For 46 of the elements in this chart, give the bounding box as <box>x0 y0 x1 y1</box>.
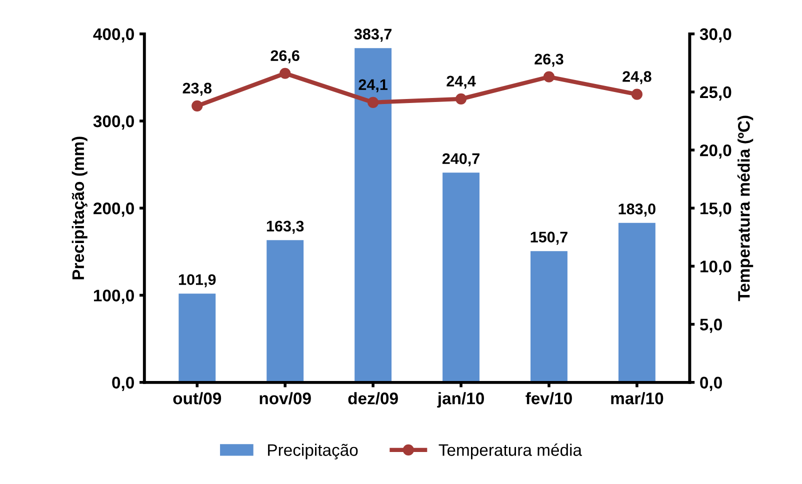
x-tick-label: jan/10 <box>437 392 484 408</box>
point <box>280 68 291 79</box>
data-label: 24,1 <box>358 79 388 92</box>
y2-tick-label: 30,0 <box>700 28 732 42</box>
data-label: 163,3 <box>266 220 304 234</box>
data-label: 24,4 <box>446 76 476 89</box>
x-tick-label: dez/09 <box>348 392 398 404</box>
y2-tick-label: 15,0 <box>700 202 732 217</box>
x-tick-label: fev/10 <box>526 392 572 404</box>
y2-tick-label: 10,0 <box>700 260 732 275</box>
bar <box>442 172 480 382</box>
data-label: 26,3 <box>534 54 564 67</box>
bar <box>266 240 304 382</box>
y-tick-label: 100,0 <box>94 290 134 304</box>
x-tick-label: out/09 <box>173 392 222 404</box>
y2-tick-label: 0,0 <box>700 376 722 391</box>
bar <box>618 222 656 382</box>
y2-tick-label: 5,0 <box>700 318 722 333</box>
y2-tick-label: 25,0 <box>700 86 732 101</box>
data-label: 383,7 <box>354 28 392 42</box>
data-label: 101,9 <box>178 274 216 288</box>
bar <box>178 294 216 382</box>
x-tick-label: nov/09 <box>260 392 311 404</box>
y-tick-label: 0,0 <box>112 376 134 391</box>
point <box>455 93 467 104</box>
x-tick-label: mar/10 <box>611 392 664 404</box>
y2-axis-title: Temperatura média (ºC) <box>737 116 754 302</box>
point <box>543 71 555 82</box>
data-label: 26,6 <box>270 50 300 64</box>
point <box>368 96 379 108</box>
legend-label: Precipitação <box>268 444 358 460</box>
y-tick-label: 400,0 <box>93 28 134 42</box>
point <box>192 100 203 112</box>
data-label: 23,8 <box>182 82 212 96</box>
y2-tick-label: 20,0 <box>700 144 732 159</box>
y-axis-title: Precipitação (mm) <box>72 136 88 280</box>
y-tick-label: 200,0 <box>94 202 134 217</box>
point <box>631 88 642 100</box>
legend-label: Temperatura média <box>438 444 582 460</box>
bar <box>354 48 392 382</box>
data-label: 24,8 <box>622 71 652 84</box>
data-label: 183,0 <box>618 204 656 217</box>
y-tick-label: 300,0 <box>93 115 134 130</box>
data-label: 240,7 <box>442 153 480 166</box>
data-label: 150,7 <box>530 232 568 245</box>
bar <box>530 251 568 382</box>
